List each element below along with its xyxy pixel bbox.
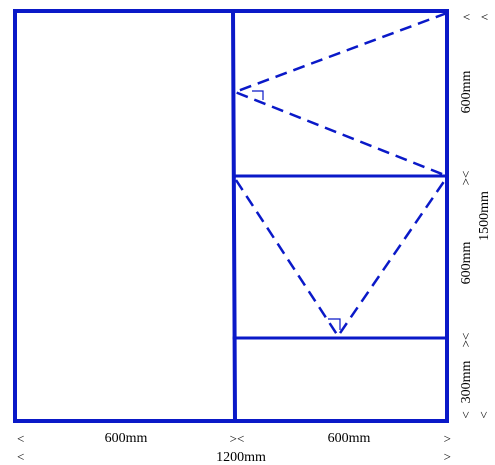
dim-arrow-bottom-total: <	[476, 411, 491, 418]
dim-arrow-bottom: <	[458, 411, 473, 418]
vertical-mullion	[230, 8, 238, 424]
dim-arrow-right-total: >	[444, 449, 451, 464]
dim-arrow-joint: ><	[230, 431, 245, 446]
dim-arrow-left-total: <	[17, 449, 24, 464]
middle-pane-opening-indicator	[234, 179, 447, 339]
dim-arrow-top: ^	[460, 14, 475, 20]
dim-label-total-width: 1200mm	[216, 450, 266, 465]
dim-arrow-joint-lower: ><	[458, 333, 473, 348]
dim-label-right-middle: 600mm	[459, 242, 474, 285]
dim-arrow-right: >	[444, 431, 451, 446]
dim-arrow-top-total: ^	[478, 14, 493, 20]
dim-label-bottom-left: 600mm	[105, 431, 148, 446]
top-pane-opening-indicator	[231, 11, 448, 178]
dim-label-right-bottom: 300mm	[459, 361, 474, 404]
hinge-mark-top	[252, 90, 264, 100]
outer-frame	[13, 9, 449, 423]
dim-arrow-left: <	[17, 431, 24, 446]
dim-arrow-joint-upper: ><	[458, 171, 473, 186]
dim-label-total-height: 1500mm	[477, 191, 492, 241]
dim-label-bottom-right: 600mm	[328, 431, 371, 446]
hinge-mark-middle	[328, 318, 341, 330]
dim-label-right-top: 600mm	[459, 71, 474, 114]
